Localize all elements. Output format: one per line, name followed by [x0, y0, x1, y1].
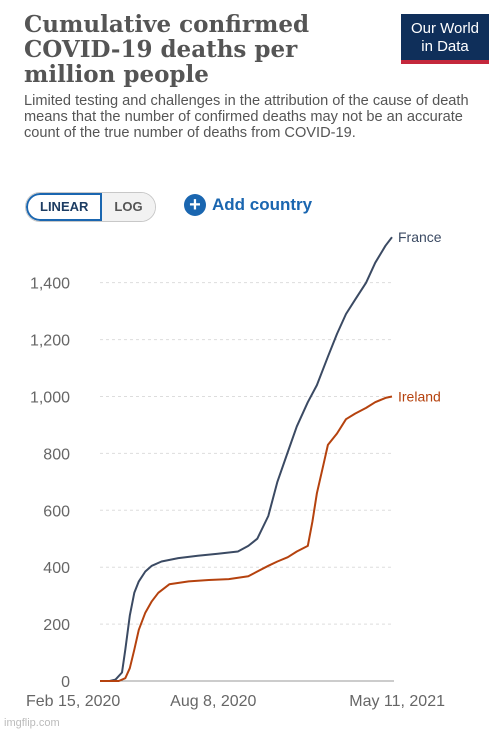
scale-option-linear[interactable]: LINEAR [26, 193, 103, 221]
y-tick-label: 200 [43, 617, 70, 634]
y-tick-label: 1,200 [30, 333, 70, 350]
y-tick-label: 1,000 [30, 389, 70, 406]
y-tick-label: 600 [43, 503, 70, 520]
plus-circle-icon: + [184, 194, 206, 216]
scale-option-log[interactable]: LOG [102, 193, 155, 221]
logo-line-2: in Data [421, 38, 469, 55]
owid-logo[interactable]: Our World in Data [401, 14, 489, 64]
y-tick-label: 800 [43, 446, 70, 463]
add-country-label: Add country [212, 195, 313, 214]
x-tick-label: Feb 15, 2020 [26, 693, 120, 710]
scale-toggle: LINEAR LOG [25, 192, 156, 222]
line-chart: 0 200 400 600 800 1,000 1,200 1,400 Feb 15, 202… [26, 230, 445, 710]
series-lines [100, 236, 393, 682]
series-line-ireland[interactable] [100, 395, 393, 682]
series-labels: France Ireland [398, 230, 442, 404]
logo-line-1: Our World [410, 20, 480, 37]
add-country-button[interactable]: + Add country [184, 193, 312, 217]
series-line-france[interactable] [100, 236, 393, 682]
series-label-ireland: Ireland [398, 388, 441, 404]
series-label-france: France [398, 230, 442, 245]
x-tick-label: May 11, 2021 [349, 693, 445, 710]
chart-title: Cumulative confirmed COVID-19 deaths per… [24, 11, 310, 88]
x-tick-label: Aug 8, 2020 [170, 693, 256, 710]
y-tick-label: 0 [61, 674, 70, 691]
grid-lines [100, 282, 394, 682]
x-axis-ticks: Feb 15, 2020 Aug 8, 2020 May 11, 2021 [26, 693, 445, 710]
chart-subtitle: Limited testing and challenges in the at… [24, 93, 469, 141]
watermark: imgflip.com [4, 717, 60, 729]
y-tick-label: 1,400 [30, 276, 70, 293]
y-axis-ticks: 0 200 400 600 800 1,000 1,200 1,400 [30, 276, 70, 691]
y-tick-label: 400 [43, 560, 70, 577]
